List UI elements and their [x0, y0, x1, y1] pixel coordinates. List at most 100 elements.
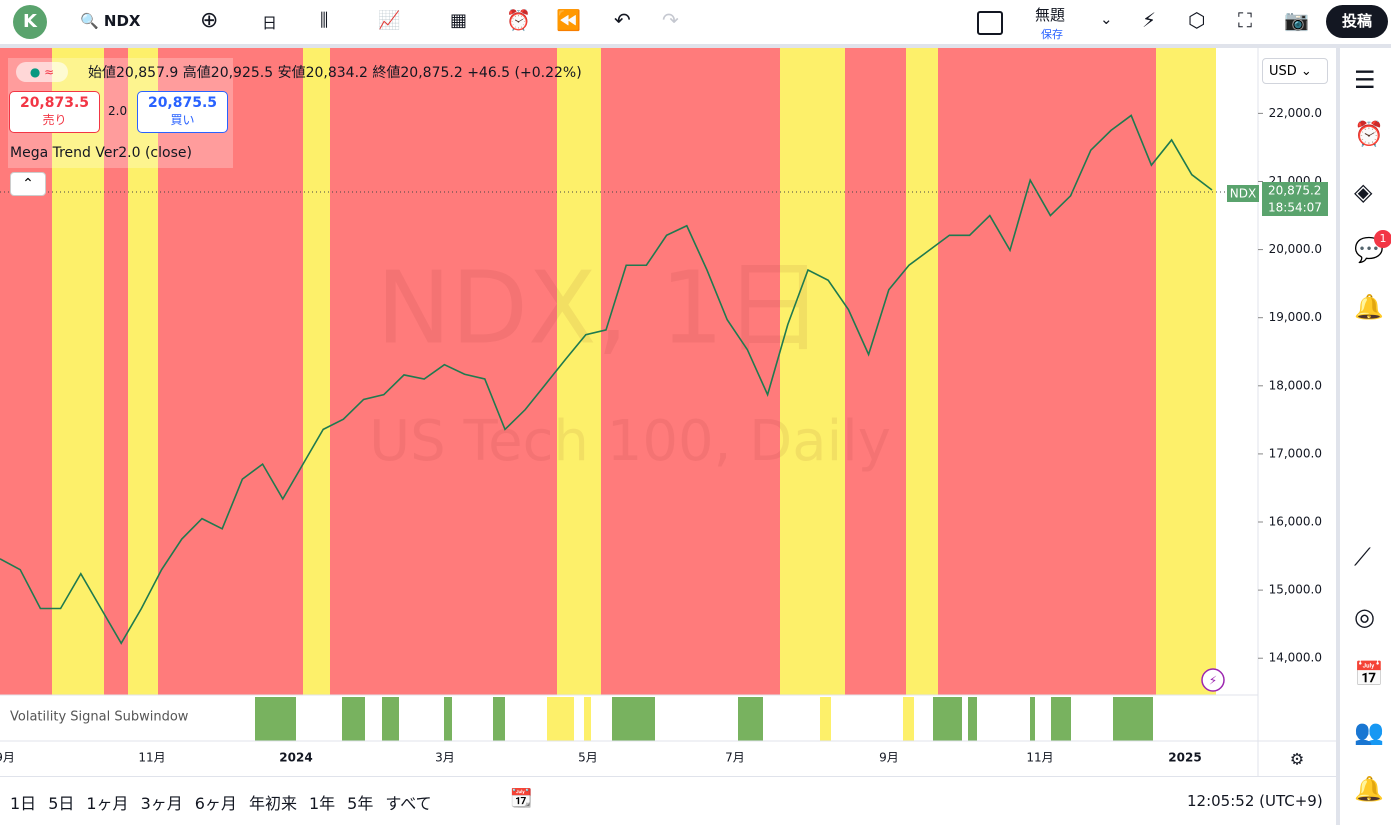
object-tree[interactable]: ◈	[1354, 178, 1373, 206]
y-tick-label: 19,000.0	[1269, 310, 1322, 324]
undo[interactable]: ↶	[614, 8, 631, 32]
avatar[interactable]: K	[13, 5, 47, 39]
badge: 1	[1374, 230, 1391, 248]
axis-settings[interactable]: ⚙	[1290, 750, 1304, 769]
date-range[interactable]: 📆	[510, 788, 533, 809]
signal-yellow	[547, 697, 574, 741]
chart-type[interactable]: ⫼	[320, 10, 329, 31]
alert[interactable]: ⏰	[506, 8, 531, 32]
x-tick-label: 11月	[138, 751, 165, 765]
y-tick-label: 15,000.0	[1269, 583, 1322, 597]
range-button[interactable]: 年初来	[248, 794, 297, 813]
symbol: NDX	[103, 12, 141, 30]
buy-price: 20,875.5	[147, 95, 218, 111]
price-line	[0, 114, 1213, 645]
signal-green	[933, 697, 962, 741]
publish[interactable]: 投稿	[1326, 5, 1388, 38]
x-tick-label: 11月	[1026, 751, 1053, 765]
range-button[interactable]: 5年	[347, 794, 374, 813]
signal-green	[1051, 697, 1071, 741]
drawing[interactable]: ⟋	[1354, 543, 1371, 571]
open-label: 始値	[88, 65, 116, 81]
sell-button[interactable]: 20,873.5 売り	[9, 91, 100, 133]
symbol-tag	[1227, 185, 1259, 202]
calendar[interactable]: 📅	[1354, 660, 1384, 688]
quick-search[interactable]: ⚡	[1142, 8, 1157, 32]
bell[interactable]: 🔔	[1354, 775, 1384, 803]
currency: USD	[1269, 64, 1297, 79]
community[interactable]: 👥	[1354, 718, 1384, 746]
price-tag-price: 20,875.2	[1268, 184, 1321, 198]
signal-green	[342, 697, 365, 741]
change: +46.5 (+0.22%)	[467, 65, 582, 81]
x-tick-label: 3月	[435, 751, 455, 765]
open-value: 20,857.9	[116, 65, 179, 81]
signal-green	[968, 697, 977, 741]
signal-green	[493, 697, 505, 741]
indicator-name[interactable]: Mega Trend Ver2.0 (close)	[10, 145, 192, 161]
high-label: 高値	[182, 65, 211, 81]
fullscreen[interactable]: ⛶	[1238, 8, 1252, 32]
band-yellow	[1156, 48, 1216, 695]
target[interactable]: ◎	[1354, 603, 1375, 631]
add-symbol[interactable]: ⊕	[200, 8, 219, 33]
ohlc-legend: 始値20,857.9 高値20,925.5 安値20,834.2 終値20,87…	[88, 62, 582, 82]
price-tag-countdown: 18:54:07	[1268, 201, 1322, 215]
range-button[interactable]: 1ヶ月	[86, 794, 129, 813]
range-button[interactable]: すべて	[385, 794, 432, 813]
notifications[interactable]: 🔔	[1354, 293, 1384, 321]
low-value: 20,834.2	[305, 65, 368, 81]
indicators[interactable]: 📈	[378, 10, 401, 31]
lightning-icon: ⚡	[1209, 674, 1217, 688]
watchlist[interactable]: ☰	[1354, 66, 1376, 94]
sell-label: 売り	[42, 113, 67, 127]
sell-price: 20,873.5	[19, 95, 90, 111]
buy-button[interactable]: 20,875.5 買い	[137, 91, 228, 133]
layout-button[interactable]	[977, 11, 1003, 35]
top-toolbar: K 🔍 NDX ⊕ 日 ⫼ 📈 ▦ ⏰ ⏪ ↶ ↷ 無題 保存 ⌄ ⚡ ⬡ ⛶ …	[0, 0, 1391, 48]
lightning-button[interactable]	[1201, 668, 1225, 692]
signal-green	[382, 697, 399, 741]
templates[interactable]: ▦	[450, 10, 468, 31]
symbol-search[interactable]: 🔍 NDX	[80, 12, 141, 30]
range-button[interactable]: 5日	[48, 794, 75, 813]
currency-select[interactable]: USD ⌄	[1262, 58, 1328, 84]
spread: 2.0	[108, 104, 128, 118]
y-tick-label: 14,000.0	[1269, 651, 1322, 665]
range-button[interactable]: 1年	[308, 794, 336, 813]
interval[interactable]: 日	[262, 14, 278, 32]
y-tick-label: 17,000.0	[1269, 446, 1322, 460]
signal-yellow	[903, 697, 914, 741]
range-button[interactable]: 1日	[10, 794, 37, 813]
x-tick-label: 2025	[1168, 751, 1201, 765]
range-button[interactable]: 3ヶ月	[140, 794, 183, 813]
signal-green	[1113, 697, 1153, 741]
y-tick-label: 20,000.0	[1269, 242, 1322, 256]
band-red	[0, 48, 1216, 695]
settings[interactable]: ⬡	[1188, 8, 1206, 32]
snapshot[interactable]: 📷	[1284, 8, 1309, 32]
close-label: 終値	[372, 65, 401, 81]
price-tag	[1262, 182, 1328, 216]
low-label: 安値	[277, 65, 306, 81]
redo[interactable]: ↷	[662, 8, 679, 32]
market-status[interactable]: ● ≈	[16, 62, 68, 82]
subwindow-label: Volatility Signal Subwindow	[10, 710, 189, 725]
trend-bands	[0, 48, 1216, 695]
layout-menu[interactable]: ⌄	[1100, 10, 1113, 28]
collapse-legend[interactable]: ⌃	[10, 172, 46, 196]
close-value: 20,875.2	[400, 65, 463, 81]
bottom-toolbar: 1日 5日 1ヶ月 3ヶ月 6ヶ月 年初来 1年 5年 すべて 📆 12:05:52 (UTC+…	[0, 776, 1336, 826]
signal-green	[738, 697, 763, 741]
layout-name[interactable]: 無題	[1035, 6, 1066, 24]
range-button[interactable]: 6ヶ月	[194, 794, 237, 813]
signal-yellow	[584, 697, 591, 741]
x-tick-label: 9月	[879, 751, 899, 765]
alerts[interactable]: ⏰	[1354, 120, 1384, 148]
time-axis: 9月 11月 2024 3月 5月 7月 9月 11月 2025	[0, 751, 1202, 765]
save[interactable]: 保存	[1041, 28, 1063, 41]
clock[interactable]: 12:05:52 (UTC+9)	[1187, 792, 1323, 810]
signal-green	[444, 697, 452, 741]
replay[interactable]: ⏪	[556, 8, 581, 32]
